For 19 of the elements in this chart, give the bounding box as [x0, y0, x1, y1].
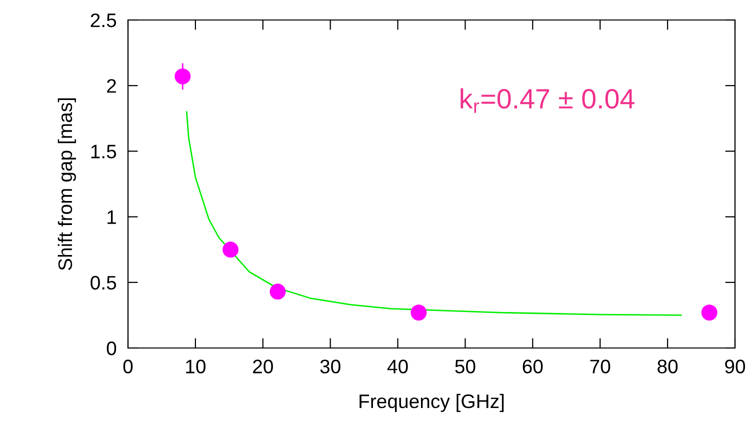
y-tick-label: 0 — [106, 341, 116, 356]
x-tick-label: 50 — [455, 360, 476, 374]
x-tick-label: 0 — [123, 360, 133, 374]
x-tick-label: 80 — [658, 360, 678, 374]
y-tick-label: 2 — [107, 79, 116, 93]
x-tick-label: 70 — [590, 360, 610, 374]
y-tick-label: 1.5 — [91, 144, 116, 158]
x-tick-label: 10 — [186, 360, 206, 374]
x-tick-label: 60 — [522, 360, 543, 374]
x-tick-label: 20 — [253, 360, 273, 374]
annotation: k$_{r}$=0.47 ± 0.04 — [460, 88, 634, 113]
x-axis-title: Frequency [GHz] — [360, 394, 504, 412]
y-tick-label: 0.5 — [90, 276, 116, 290]
y-tick-label: 1 — [108, 210, 116, 224]
y-tick-label: 2.5 — [90, 13, 116, 28]
y-axis-title: Shift from gap [mas] — [58, 98, 76, 270]
x-tick-label: 40 — [387, 360, 408, 374]
x-tick-label: 30 — [320, 360, 340, 374]
x-tick-label: 90 — [725, 360, 746, 374]
